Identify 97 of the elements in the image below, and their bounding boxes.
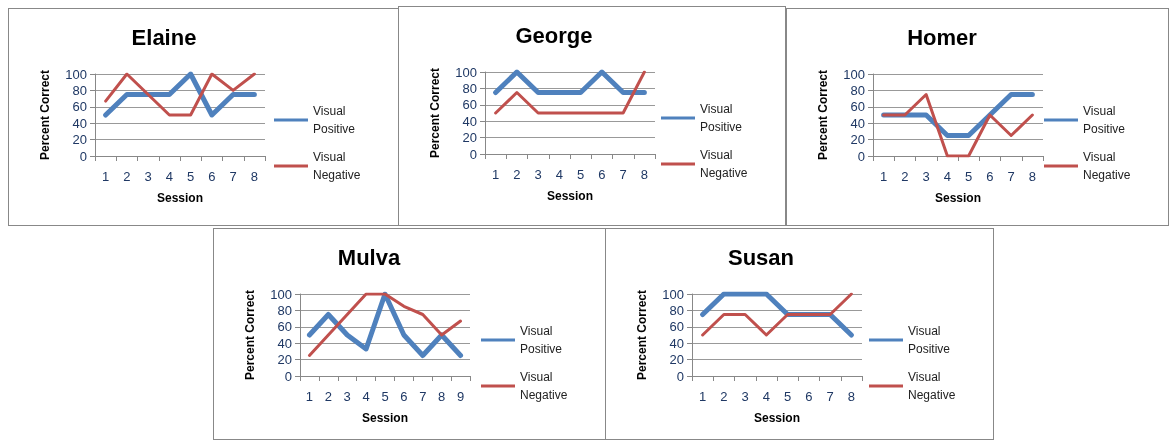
x-tick-label: 1 xyxy=(880,169,888,184)
y-tick-label: 0 xyxy=(284,368,292,384)
legend-label: Visual Negative xyxy=(520,370,568,402)
x-tick-label: 1 xyxy=(102,169,110,184)
x-tick-label: 3 xyxy=(534,167,542,182)
x-tick-label: 6 xyxy=(400,389,408,404)
x-tick-label: 2 xyxy=(513,167,521,182)
x-tick-label: 2 xyxy=(123,169,131,184)
x-tick-label: 7 xyxy=(619,167,627,182)
x-tick-label: 4 xyxy=(165,169,173,184)
x-axis-title: Session xyxy=(361,411,409,425)
y-tick-label: 80 xyxy=(850,82,865,98)
y-tick-label: 20 xyxy=(462,130,477,146)
chart-title: Elaine xyxy=(131,24,197,50)
legend-label: Visual Positive xyxy=(700,102,743,134)
chart-title: Mulva xyxy=(337,244,401,270)
y-tick-label: 100 xyxy=(455,64,477,80)
y-tick-label: 60 xyxy=(72,99,87,115)
x-tick-label: 7 xyxy=(1007,169,1015,184)
chart-title: Susan xyxy=(727,244,795,270)
x-tick-label: 1 xyxy=(699,389,707,404)
x-tick-label: 7 xyxy=(826,389,834,404)
x-tick-label: 8 xyxy=(640,167,648,182)
y-tick-label: 100 xyxy=(65,66,87,82)
y-tick-label: 40 xyxy=(669,335,684,351)
y-axis-title: Percent Correct xyxy=(816,69,830,161)
x-tick-label: 5 xyxy=(187,169,195,184)
y-tick-label: 40 xyxy=(462,113,477,129)
legend-label: Visual Negative xyxy=(700,148,748,180)
x-tick-label: 6 xyxy=(805,389,813,404)
y-tick-label: 20 xyxy=(850,132,865,148)
x-tick-label: 2 xyxy=(324,389,332,404)
y-tick-label: 60 xyxy=(850,99,865,115)
y-tick-label: 0 xyxy=(79,148,87,164)
x-tick-label: 3 xyxy=(144,169,152,184)
y-tick-label: 60 xyxy=(277,319,292,335)
x-tick-label: 7 xyxy=(229,169,237,184)
x-tick-label: 3 xyxy=(922,169,930,184)
y-tick-label: 80 xyxy=(277,302,292,318)
x-tick-label: 7 xyxy=(419,389,427,404)
y-tick-label: 40 xyxy=(277,335,292,351)
line-series xyxy=(882,93,1034,158)
x-tick-label: 6 xyxy=(598,167,606,182)
y-tick-label: 100 xyxy=(270,286,292,302)
legend-label: Visual Negative xyxy=(908,370,956,402)
x-tick-label: 5 xyxy=(784,389,792,404)
y-axis-title: Percent Correct xyxy=(428,67,442,159)
x-tick-label: 5 xyxy=(965,169,973,184)
legend-label: Visual Negative xyxy=(1083,150,1131,182)
x-tick-label: 8 xyxy=(438,389,446,404)
y-tick-label: 100 xyxy=(843,66,865,82)
legend-label: Visual Positive xyxy=(1083,104,1126,136)
x-tick-label: 3 xyxy=(741,389,749,404)
y-tick-label: 0 xyxy=(857,148,865,164)
chart-title: Homer xyxy=(907,24,978,50)
y-tick-label: 80 xyxy=(462,80,477,96)
x-tick-label: 3 xyxy=(343,389,351,404)
y-tick-label: 60 xyxy=(669,319,684,335)
y-tick-label: 40 xyxy=(72,115,87,131)
y-axis-title: Percent Correct xyxy=(243,289,257,381)
x-tick-label: 1 xyxy=(492,167,500,182)
x-axis-title: Session xyxy=(753,411,801,425)
y-axis-title: Percent Correct xyxy=(38,69,52,161)
x-axis-title: Session xyxy=(156,191,204,205)
legend-label: Visual Negative xyxy=(313,150,361,182)
legend-label: Visual Positive xyxy=(908,324,951,356)
x-axis-title: Session xyxy=(934,191,982,205)
x-tick-label: 2 xyxy=(720,389,728,404)
y-tick-label: 80 xyxy=(72,82,87,98)
x-tick-label: 5 xyxy=(577,167,585,182)
x-tick-label: 8 xyxy=(250,169,258,184)
x-tick-label: 9 xyxy=(456,389,465,404)
x-tick-label: 4 xyxy=(362,389,370,404)
y-tick-label: 20 xyxy=(277,352,292,368)
x-tick-label: 5 xyxy=(381,389,389,404)
y-tick-label: 100 xyxy=(662,286,684,302)
y-tick-label: 0 xyxy=(469,146,477,162)
x-tick-label: 4 xyxy=(762,389,770,404)
x-tick-label: 8 xyxy=(847,389,855,404)
x-tick-label: 6 xyxy=(986,169,994,184)
y-axis-title: Percent Correct xyxy=(635,289,649,381)
x-tick-label: 6 xyxy=(208,169,216,184)
y-tick-label: 0 xyxy=(676,368,684,384)
x-tick-label: 4 xyxy=(943,169,951,184)
y-tick-label: 80 xyxy=(669,302,684,318)
x-tick-label: 2 xyxy=(901,169,909,184)
legend-label: Visual Positive xyxy=(520,324,563,356)
x-tick-label: 1 xyxy=(305,389,314,404)
x-tick-label: 4 xyxy=(555,167,563,182)
y-tick-label: 20 xyxy=(72,132,87,148)
y-tick-label: 40 xyxy=(850,115,865,131)
x-axis-title: Session xyxy=(546,189,594,203)
legend-label: Visual Positive xyxy=(313,104,356,136)
chart-title: George xyxy=(515,22,593,48)
y-tick-label: 60 xyxy=(462,97,477,113)
x-tick-label: 8 xyxy=(1028,169,1036,184)
y-tick-label: 20 xyxy=(669,352,684,368)
